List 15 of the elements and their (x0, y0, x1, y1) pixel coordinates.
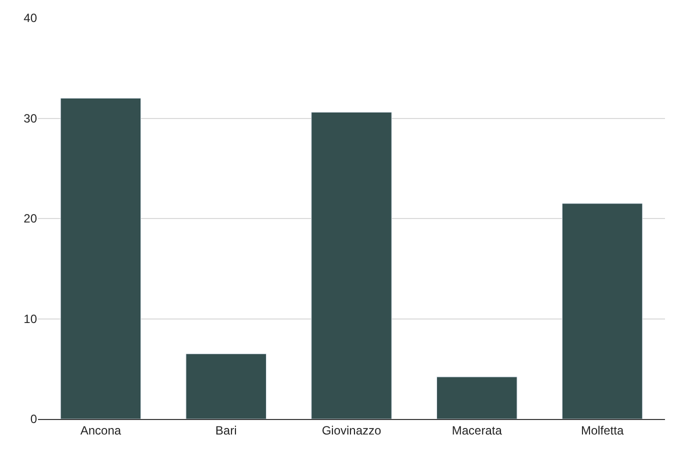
x-tick-label: Bari (215, 423, 237, 438)
y-tick-label: 0 (30, 412, 38, 426)
x-tick-label: Molfetta (580, 423, 624, 438)
y-tick-label: 10 (24, 312, 38, 326)
x-tick-label: Macerata (452, 423, 502, 438)
y-tick-label: 40 (24, 11, 38, 26)
y-tick-label: 20 (24, 212, 38, 226)
x-tick-label: Giovinazzo (322, 423, 382, 438)
bar (436, 376, 518, 419)
bar (311, 112, 392, 419)
bar (562, 203, 643, 419)
y-tick-label: 30 (24, 111, 38, 126)
x-tick-label: Ancona (80, 423, 122, 438)
bar (186, 354, 266, 419)
bar (60, 98, 142, 419)
